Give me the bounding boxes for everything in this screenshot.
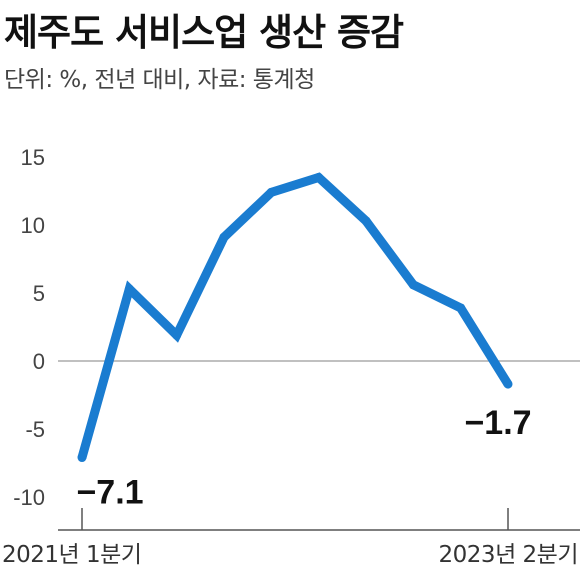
data-point bbox=[314, 172, 324, 182]
chart-subtitle: 단위: %, 전년 대비, 자료: 통계청 bbox=[4, 67, 315, 93]
y-tick-label: 15 bbox=[21, 145, 45, 170]
data-point bbox=[408, 280, 418, 290]
data-labels: −7.1 −1.7 bbox=[76, 404, 531, 511]
series-points bbox=[77, 172, 513, 463]
data-point bbox=[456, 303, 466, 313]
y-tick-label: 10 bbox=[21, 213, 45, 238]
data-label-first: −7.1 bbox=[76, 474, 143, 512]
data-point bbox=[124, 284, 134, 294]
x-tick-label-first: 2021년 1분기 bbox=[2, 542, 141, 568]
data-point bbox=[219, 232, 229, 242]
data-point bbox=[361, 216, 371, 226]
x-axis-ticks: 2021년 1분기 2023년 2분기 bbox=[2, 508, 579, 568]
data-point bbox=[77, 453, 87, 463]
y-tick-label: -10 bbox=[13, 485, 45, 510]
x-tick-label-last: 2023년 2분기 bbox=[439, 542, 578, 568]
data-label-last: −1.7 bbox=[464, 404, 531, 442]
data-point bbox=[172, 330, 182, 340]
data-point bbox=[503, 379, 513, 389]
y-axis-ticks: 15 10 5 0 -5 -10 bbox=[13, 145, 45, 510]
series-line bbox=[77, 172, 512, 459]
chart-title: 제주도 서비스업 생산 증감 bbox=[4, 11, 404, 54]
y-tick-label: -5 bbox=[25, 417, 45, 442]
y-tick-label: 5 bbox=[33, 281, 45, 306]
y-tick-label: 0 bbox=[33, 349, 45, 374]
data-point bbox=[266, 187, 276, 197]
